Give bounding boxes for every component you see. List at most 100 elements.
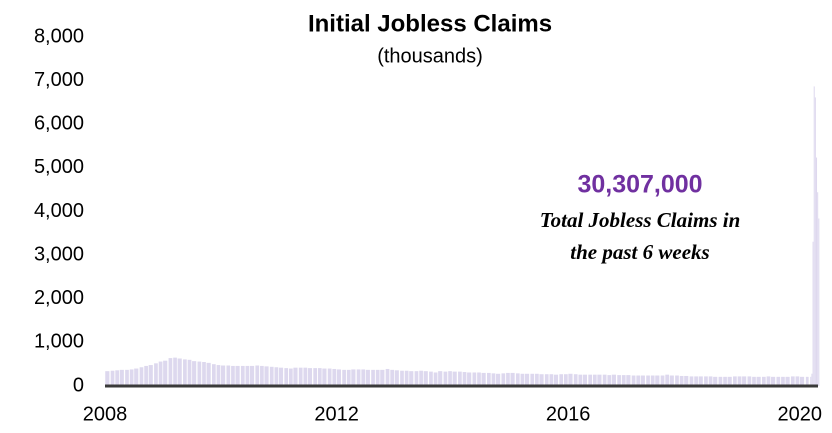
bar (404, 370, 409, 386)
bar (650, 375, 655, 386)
bar (708, 376, 713, 386)
bar (689, 376, 694, 386)
bar (419, 370, 423, 386)
bar (472, 372, 477, 386)
y-tick-label: 3,000 (34, 243, 84, 265)
bar (284, 368, 289, 386)
bar (756, 376, 761, 386)
bar (617, 375, 621, 386)
bar (506, 372, 510, 386)
bar (202, 362, 206, 386)
bar (211, 364, 216, 386)
bar (423, 371, 428, 386)
bar (530, 373, 535, 386)
bar (790, 376, 795, 386)
bar (771, 376, 776, 386)
bar (602, 374, 607, 386)
bar (365, 369, 370, 386)
bar (429, 371, 433, 386)
y-tick-label: 4,000 (34, 200, 84, 222)
bar (327, 368, 332, 386)
bar (810, 376, 812, 386)
bar (718, 376, 723, 386)
bar (805, 376, 809, 386)
bar (317, 368, 322, 386)
bar (216, 365, 221, 386)
bar (139, 367, 144, 386)
bar (766, 376, 771, 386)
bar (477, 372, 481, 386)
bar (269, 366, 274, 386)
bar (646, 375, 650, 386)
bar (742, 376, 747, 386)
bar (183, 359, 187, 386)
bar (371, 369, 375, 386)
y-tick-label: 8,000 (34, 25, 84, 47)
bar (293, 367, 298, 386)
bar (260, 365, 264, 386)
annotation-note: the past 6 weeks (570, 240, 709, 264)
bar (785, 376, 790, 386)
bar (592, 374, 597, 386)
bar (621, 375, 626, 386)
bar (486, 372, 491, 386)
bar (723, 376, 727, 386)
bar (816, 157, 818, 386)
bar (520, 373, 525, 386)
bar (351, 369, 356, 386)
bar (249, 365, 255, 386)
bar (144, 365, 148, 386)
bar (438, 371, 443, 386)
bar (307, 368, 313, 386)
bar (539, 374, 544, 386)
bar (356, 369, 361, 386)
bar (148, 365, 153, 386)
bar (255, 365, 260, 386)
bar (125, 369, 129, 386)
y-tick-label: 0 (73, 374, 84, 396)
bar (752, 376, 756, 386)
bar (675, 375, 679, 386)
bar (496, 373, 501, 386)
bar (264, 366, 269, 386)
bar (221, 365, 226, 386)
bar (544, 374, 549, 386)
bar (105, 371, 110, 386)
bar (443, 371, 448, 386)
bar (467, 372, 472, 386)
bar (776, 376, 781, 386)
bar (563, 374, 568, 386)
bar (332, 368, 337, 386)
bar (669, 375, 674, 386)
bar (177, 358, 182, 386)
bar (611, 374, 616, 386)
bar (303, 367, 308, 386)
bar (158, 361, 163, 386)
y-tick-label: 6,000 (34, 113, 84, 135)
bar (119, 369, 124, 386)
bar (679, 375, 684, 386)
bar (747, 376, 752, 386)
bar (812, 241, 814, 386)
bar (380, 369, 385, 386)
bar (515, 373, 520, 386)
bar (433, 372, 438, 386)
bar (414, 371, 419, 386)
bar (313, 368, 318, 386)
chart-title: Initial Jobless Claims (308, 10, 552, 37)
bar (704, 376, 708, 386)
bar (607, 375, 612, 386)
bar (799, 376, 805, 386)
y-tick-label: 1,000 (34, 331, 84, 353)
bar (582, 374, 588, 386)
bar (110, 370, 115, 386)
bar (168, 358, 173, 386)
bar (795, 376, 800, 386)
bar (115, 370, 120, 386)
bar (510, 372, 515, 386)
bar (288, 368, 293, 386)
bar (588, 374, 593, 386)
bar (129, 369, 134, 386)
